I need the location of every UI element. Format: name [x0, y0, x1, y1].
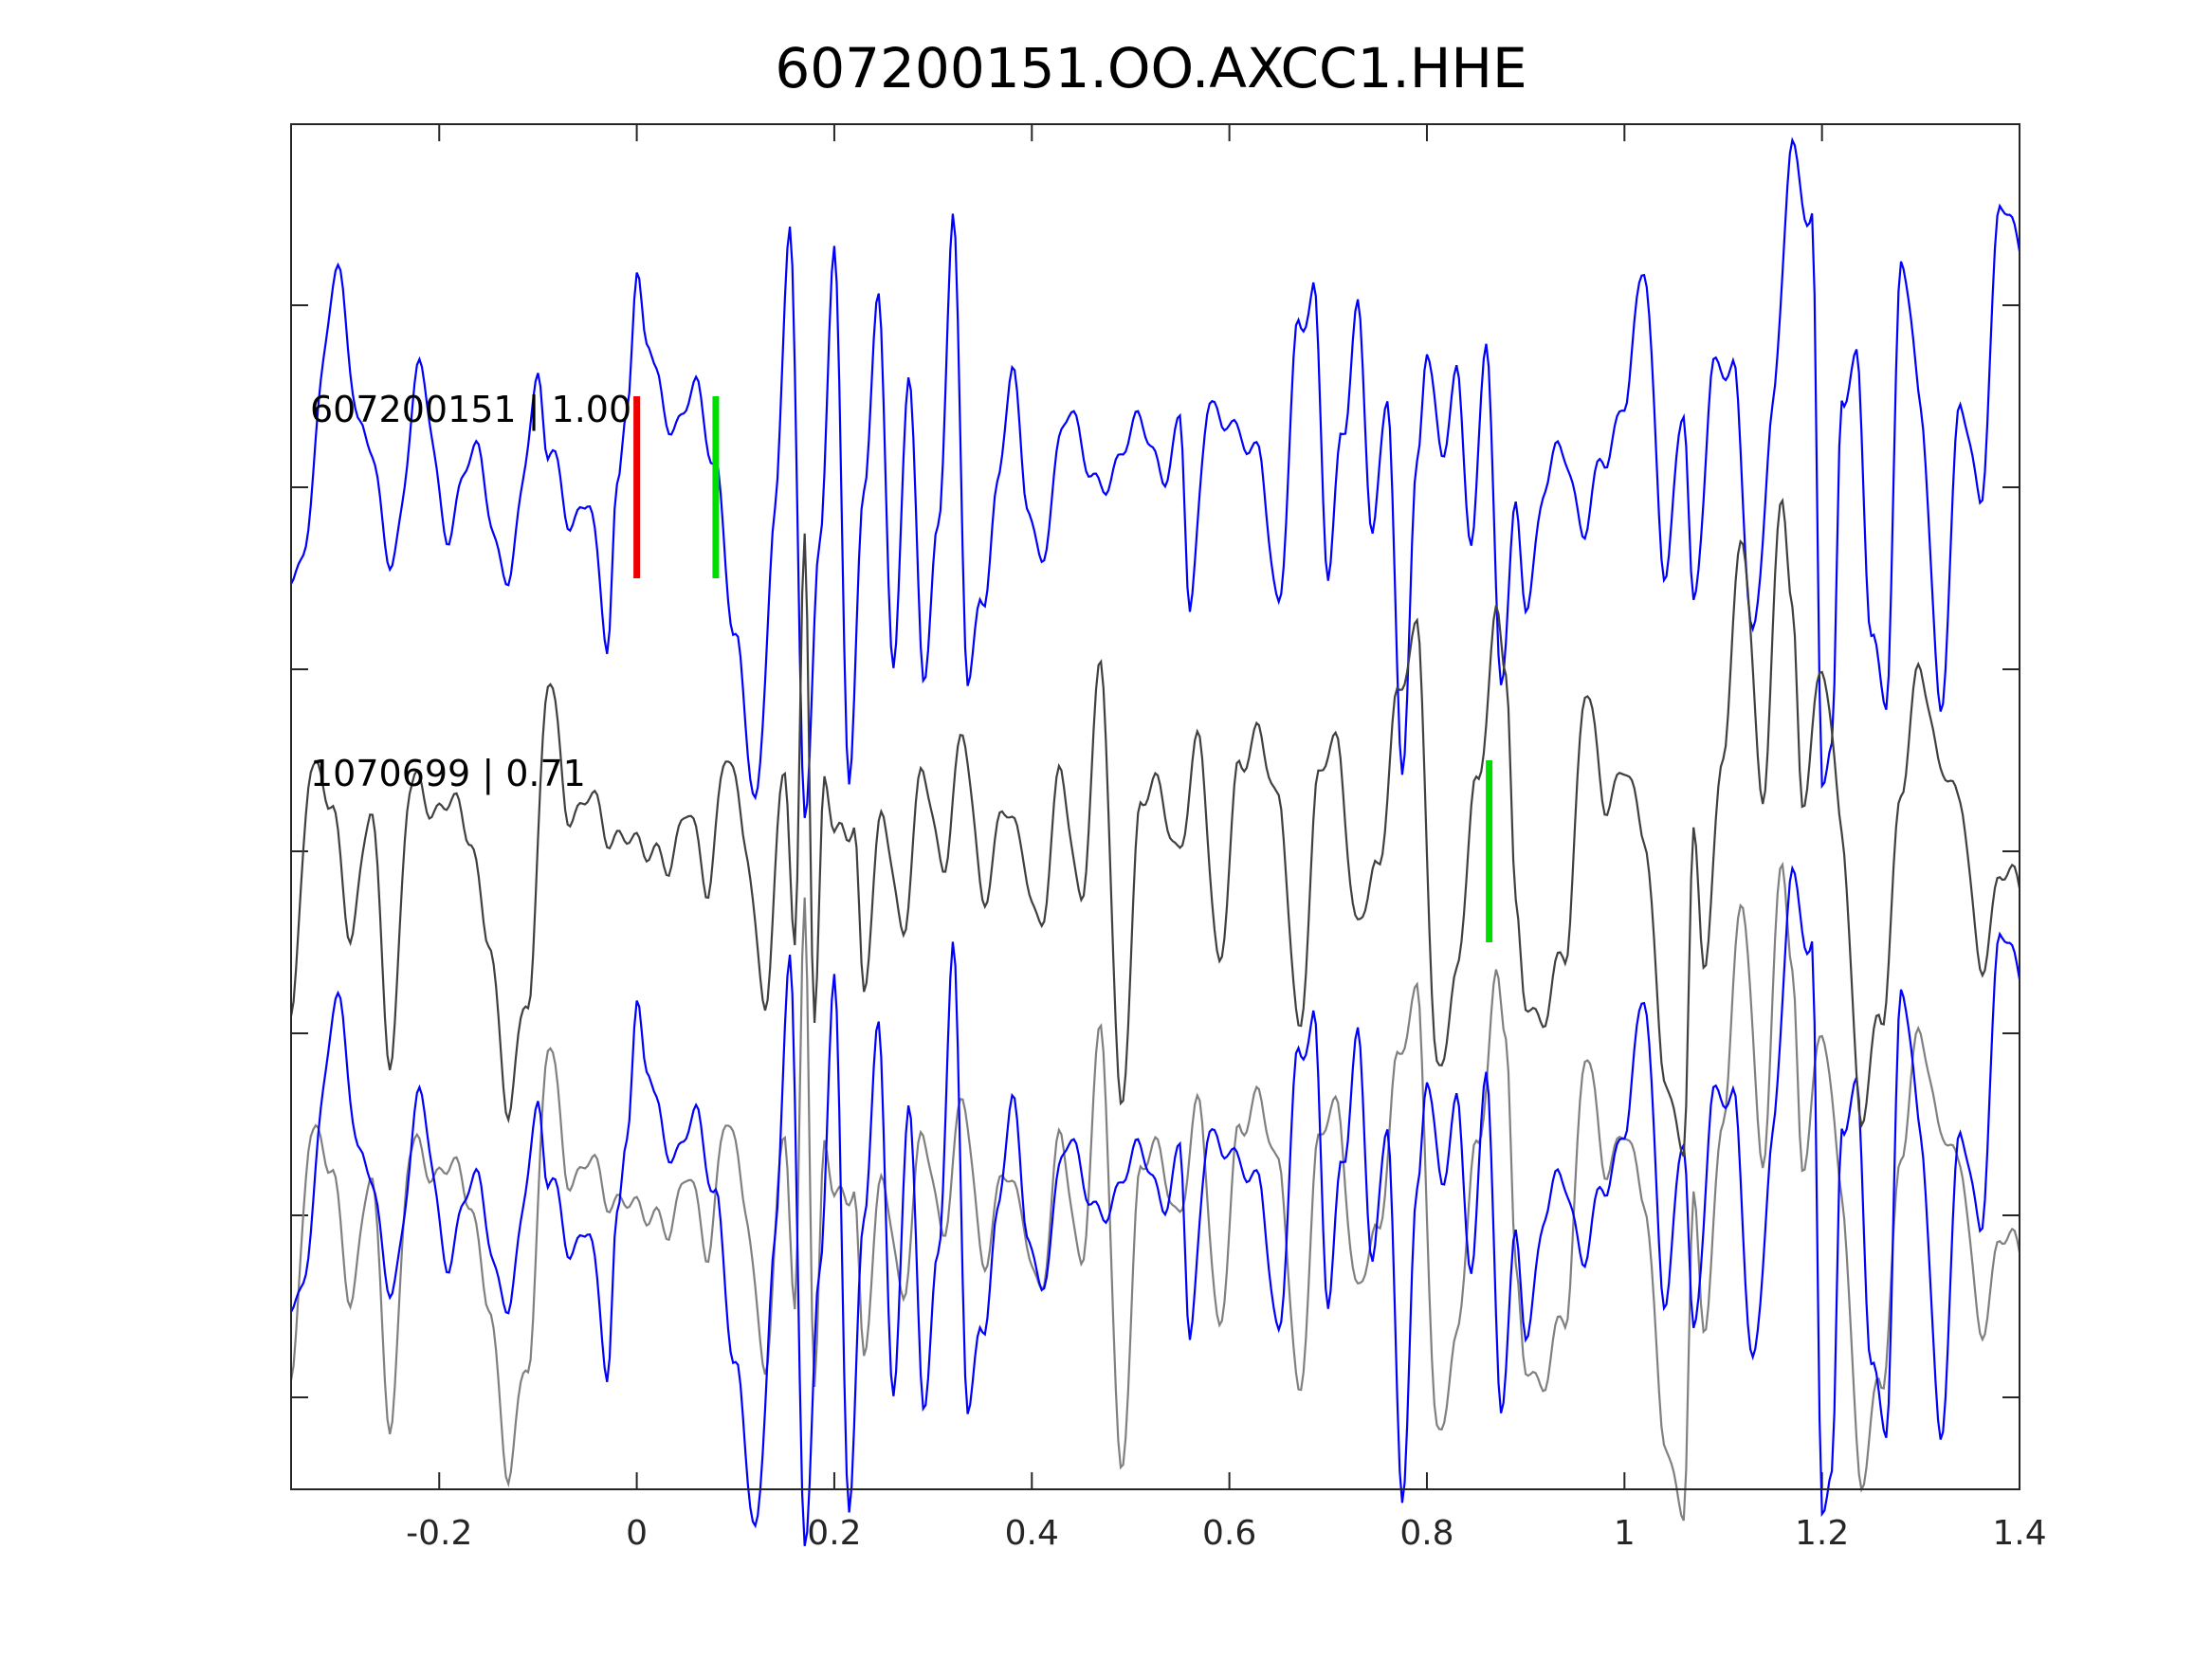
x-tick-label: 1.2 [1795, 1514, 1849, 1553]
x-tick-label: -0.2 [406, 1514, 472, 1553]
trace-label: 607200151 | 1.00 [310, 389, 631, 431]
trace-607200151 [290, 137, 2021, 818]
x-tick-label: 0.2 [807, 1514, 861, 1553]
x-tick-label: 0 [626, 1514, 648, 1553]
plot-area: -0.2 0 0.2 0.4 0.6 0.8 1 1.2 1.4 607200151 | 1.00… [289, 124, 2047, 1553]
chart-title: 607200151.OO.AXCC1.HHE [775, 36, 1526, 100]
x-tick-label: 0.6 [1202, 1514, 1256, 1553]
overlay-trace-1070699 [289, 861, 2021, 1522]
trace-1070699 [289, 497, 2021, 1158]
axes-frame [290, 123, 2020, 1490]
x-tick-label: 0.8 [1399, 1514, 1453, 1553]
overlay-trace-607200151 [290, 865, 2021, 1546]
x-tick-label: 0.4 [1005, 1514, 1059, 1553]
x-tick-label: 1 [1614, 1514, 1636, 1553]
x-tick-label: 1.4 [1992, 1514, 2046, 1553]
trace-label: 1070699 | 0.71 [310, 753, 586, 795]
